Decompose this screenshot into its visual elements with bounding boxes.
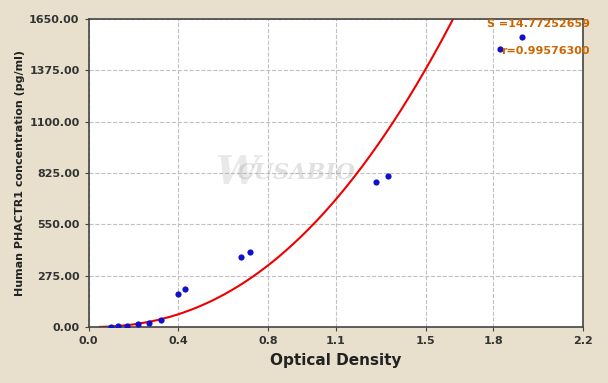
Point bbox=[517, 34, 527, 40]
X-axis label: Optical Density: Optical Density bbox=[270, 353, 402, 368]
Point bbox=[382, 173, 392, 179]
Text: r=0.99576300: r=0.99576300 bbox=[501, 46, 590, 56]
Text: S =14.77252659: S =14.77252659 bbox=[487, 19, 590, 29]
Text: W: W bbox=[215, 154, 259, 192]
Point bbox=[246, 249, 255, 255]
Point bbox=[106, 324, 116, 330]
Y-axis label: Human PHACTR1 concentration (pg/ml): Human PHACTR1 concentration (pg/ml) bbox=[15, 50, 25, 296]
Point bbox=[371, 179, 381, 185]
Point bbox=[237, 254, 246, 260]
Point bbox=[113, 323, 123, 329]
Point bbox=[181, 286, 190, 292]
Point bbox=[145, 320, 154, 326]
Point bbox=[122, 322, 132, 329]
Point bbox=[174, 291, 184, 298]
Point bbox=[156, 318, 165, 324]
Point bbox=[495, 46, 505, 52]
Point bbox=[133, 321, 143, 327]
Text: CUSABIO: CUSABIO bbox=[237, 162, 356, 184]
